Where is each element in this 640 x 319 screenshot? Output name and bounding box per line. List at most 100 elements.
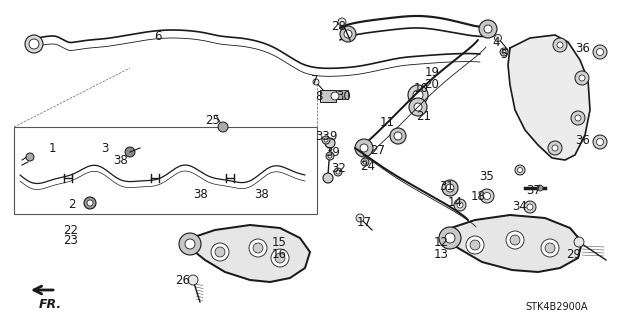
Circle shape [414,103,422,111]
Circle shape [571,111,585,125]
Circle shape [338,18,346,26]
Circle shape [466,236,484,254]
Text: 35: 35 [479,169,494,182]
Text: 22: 22 [63,224,79,236]
Text: 38: 38 [255,188,269,201]
Circle shape [596,48,604,56]
Polygon shape [185,225,310,282]
Circle shape [579,75,585,81]
Circle shape [363,160,367,164]
Text: 36: 36 [575,133,591,146]
Text: 3: 3 [101,142,109,154]
Circle shape [574,237,584,247]
Text: 30: 30 [337,90,351,102]
Circle shape [445,233,455,243]
Text: 12: 12 [433,236,449,249]
Circle shape [390,128,406,144]
Circle shape [211,243,229,261]
Circle shape [506,231,524,249]
Circle shape [515,165,525,175]
Circle shape [355,139,373,157]
Bar [320,90,336,102]
Circle shape [545,243,555,253]
Circle shape [479,20,497,38]
Circle shape [125,147,135,157]
Text: 32: 32 [332,162,346,175]
Circle shape [313,79,319,85]
Circle shape [527,204,533,210]
Text: 33: 33 [316,130,330,144]
Circle shape [553,38,567,52]
Text: FR.: FR. [38,298,61,311]
Text: 26: 26 [175,273,191,286]
Text: 9: 9 [329,130,337,143]
Text: 10: 10 [413,83,428,95]
Circle shape [596,138,604,145]
Text: 21: 21 [417,109,431,122]
Circle shape [480,189,494,203]
Circle shape [275,253,285,263]
Circle shape [557,42,563,48]
Text: 37: 37 [527,184,541,197]
Text: 38: 38 [114,153,129,167]
Text: 15: 15 [271,236,287,249]
Text: 13: 13 [433,249,449,262]
Text: 20: 20 [424,78,440,91]
Circle shape [470,240,480,250]
Text: STK4B2900A: STK4B2900A [525,302,588,312]
Text: 16: 16 [271,249,287,262]
Circle shape [552,145,558,151]
Text: 2: 2 [68,198,76,211]
Text: 38: 38 [194,189,209,202]
Circle shape [408,85,428,105]
Bar [14,127,317,214]
Circle shape [360,144,368,152]
Text: 29: 29 [566,249,582,262]
Circle shape [537,185,543,191]
Text: 1: 1 [48,142,56,154]
Circle shape [361,158,369,166]
Circle shape [454,199,466,211]
Circle shape [322,136,330,144]
Circle shape [394,132,402,140]
Circle shape [518,167,522,173]
Text: 6: 6 [154,31,162,43]
Text: 36: 36 [575,41,591,55]
Circle shape [324,138,328,142]
Circle shape [502,50,506,54]
Circle shape [483,192,490,199]
Polygon shape [445,215,582,272]
Circle shape [185,239,195,249]
Circle shape [495,34,502,41]
Circle shape [340,26,356,42]
Text: 17: 17 [356,216,371,228]
Circle shape [331,92,339,100]
Text: 27: 27 [371,145,385,158]
Text: 19: 19 [424,65,440,78]
Circle shape [323,173,333,183]
Text: 14: 14 [447,196,463,209]
Circle shape [446,184,454,192]
Circle shape [215,247,225,257]
Circle shape [344,30,352,38]
Circle shape [575,71,589,85]
Circle shape [188,275,198,285]
Text: 31: 31 [440,180,454,192]
Circle shape [409,98,427,116]
Text: 8: 8 [316,90,323,102]
Circle shape [336,170,340,174]
Circle shape [26,153,34,161]
Circle shape [524,201,536,213]
Text: 34: 34 [513,201,527,213]
Text: 23: 23 [63,234,79,248]
Circle shape [541,239,559,257]
Circle shape [87,200,93,206]
Polygon shape [508,35,590,160]
Circle shape [84,197,96,209]
Circle shape [249,239,267,257]
Circle shape [356,214,364,222]
Circle shape [500,48,508,56]
Circle shape [457,202,463,208]
Text: 24: 24 [360,160,376,174]
Text: 7: 7 [311,73,319,86]
